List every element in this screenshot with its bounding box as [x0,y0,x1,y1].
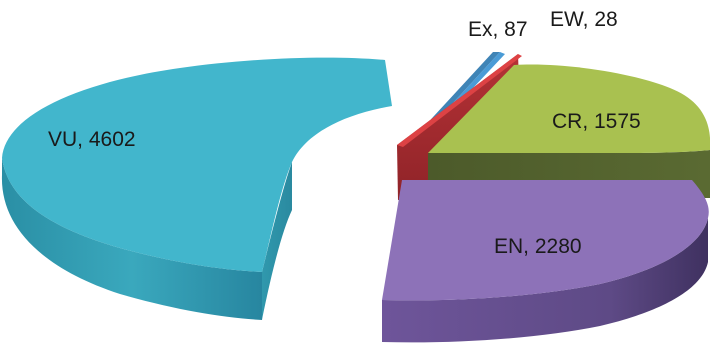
slice-ew-top [397,54,522,147]
slice-vu-top [2,57,392,272]
slice-label-cr: CR, 1575 [552,110,641,133]
slice-label-ex: Ex, 87 [468,18,528,41]
slice-cr-top [428,64,710,153]
slice-vu-side [1,158,262,320]
slice-label-ew: EW, 28 [550,8,618,31]
slice-en-top [382,180,709,301]
slice-label-en: EN, 2280 [494,235,582,258]
slice-label-vu: VU, 4602 [48,128,136,151]
slice-vu-wall [262,162,292,320]
slice-en-side [382,218,708,343]
